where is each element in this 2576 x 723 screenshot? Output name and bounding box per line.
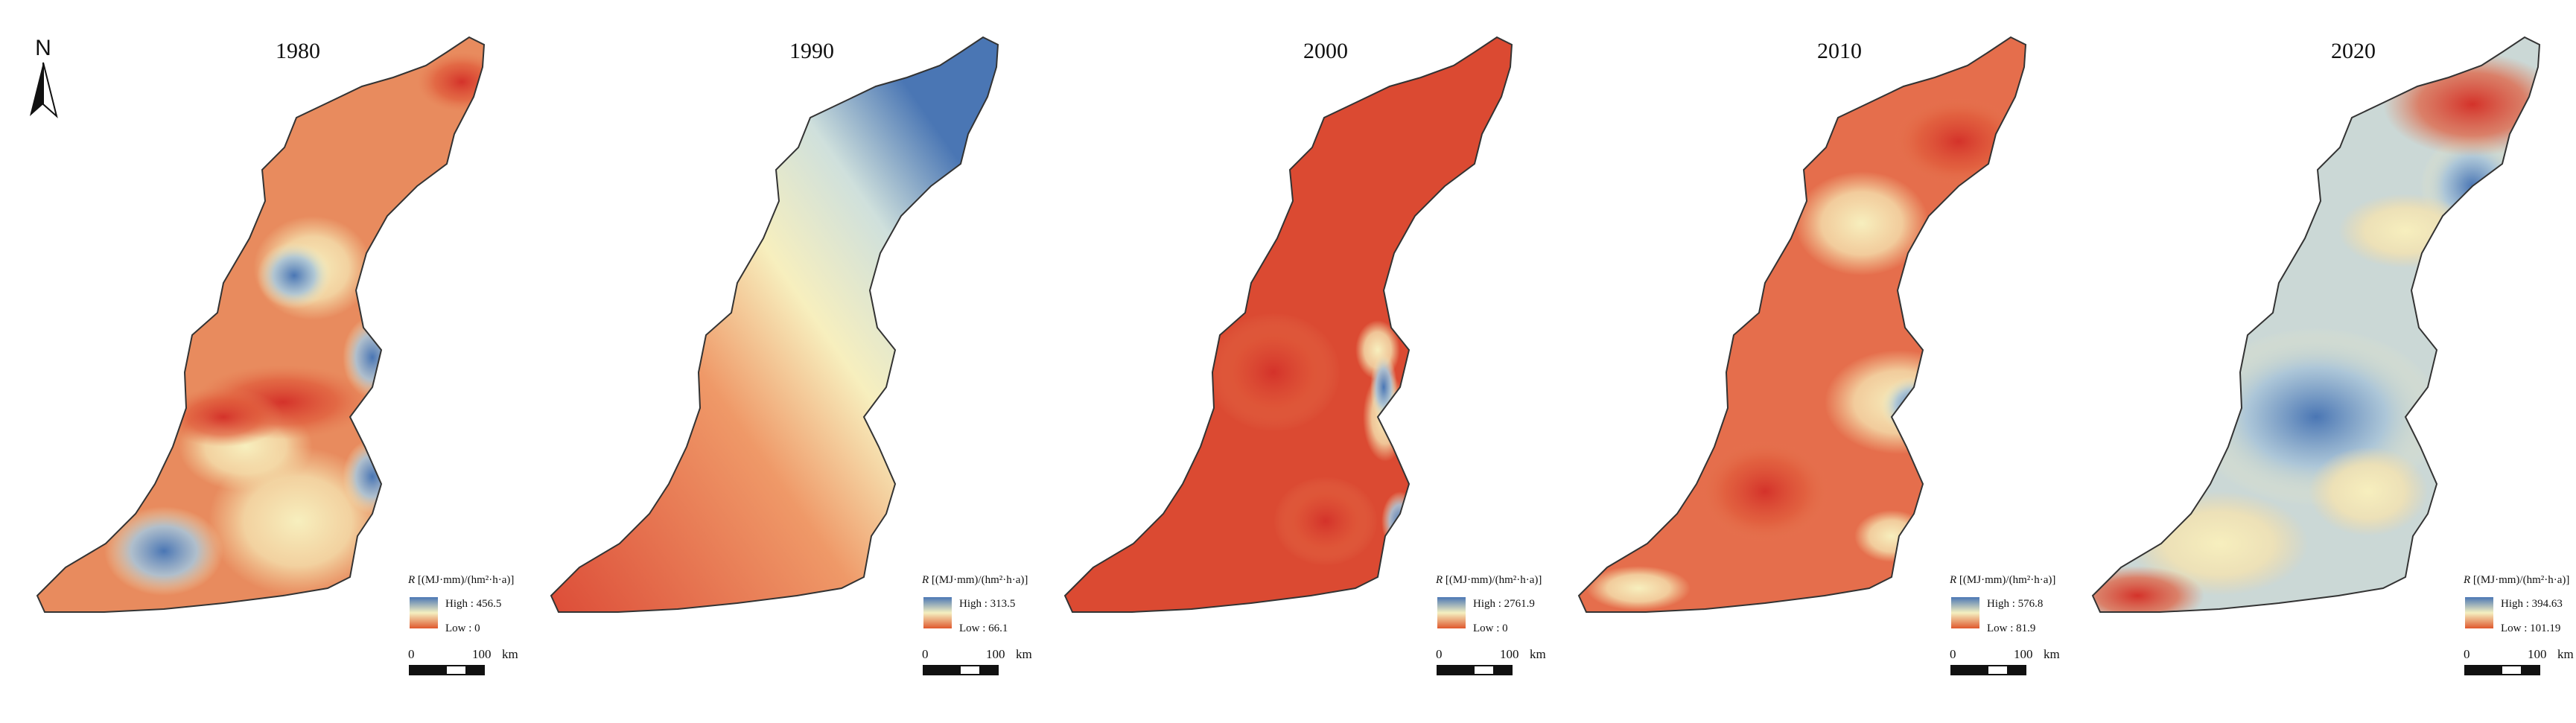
legend-high: High : 576.8 [1987, 598, 2043, 610]
scale-distance: 100 [2528, 647, 2547, 661]
year-title-2010: 2010 [1817, 39, 1862, 63]
scale-unit: km [2557, 647, 2574, 661]
raster-2010 [1579, 37, 2026, 612]
legend-high: High : 2761.9 [1473, 598, 1535, 610]
scale-zero: 0 [1950, 647, 1956, 661]
scale-distance: 100 [2014, 647, 2033, 661]
legend-low: Low : 66.1 [959, 622, 1008, 634]
scale-distance: 100 [472, 647, 492, 661]
legend-low: Low : 81.9 [1987, 622, 2035, 634]
north-arrow: N [30, 36, 58, 118]
north-arrow-label: N [35, 36, 51, 60]
legend-high: High : 456.5 [445, 598, 501, 610]
legend-title: R [(MJ·mm)/(hm²·h·a)] [921, 574, 1028, 586]
scale-zero: 0 [408, 647, 415, 661]
legend-color-ramp [410, 597, 438, 628]
scale-bar: 0 100 km [2464, 647, 2574, 675]
scale-bar: 0 100 km [1436, 647, 1546, 675]
legend-low: Low : 101.19 [2501, 622, 2560, 634]
legend-title: R [(MJ·mm)/(hm²·h·a)] [1949, 574, 2055, 586]
legend-title: R [(MJ·mm)/(hm²·h·a)] [1435, 574, 1542, 586]
scale-bar: 0 100 km [922, 647, 1032, 675]
raster-1990 [551, 37, 998, 612]
map-panel-2020: 2020 [2092, 36, 2540, 613]
year-title-2000: 2000 [1303, 39, 1348, 63]
scale-distance: 100 [1500, 647, 1519, 661]
raster-2000 [1065, 37, 1512, 612]
legend-high: High : 313.5 [959, 598, 1015, 610]
legend-1990: R [(MJ·mm)/(hm²·h·a)] High : 313.5 Low : 6… [921, 574, 1032, 675]
legend-2010: R [(MJ·mm)/(hm²·h·a)] High : 576.8 Low : 8… [1949, 574, 2060, 675]
scale-zero: 0 [1436, 647, 1443, 661]
scale-zero: 0 [922, 647, 929, 661]
year-title-1980: 1980 [276, 39, 320, 63]
map-panel-1990: 1990 [550, 36, 999, 613]
legend-color-ramp [923, 597, 952, 628]
legends: R [(MJ·mm)/(hm²·h·a)] High : 456.5 Low : 0… [407, 574, 2574, 675]
legend-color-ramp [2465, 597, 2493, 628]
legend-high: High : 394.63 [2501, 598, 2563, 610]
legend-color-ramp [1437, 597, 1466, 628]
legend-color-ramp [1951, 597, 1979, 628]
scale-bar: 0 100 km [408, 647, 518, 675]
legend-2020: R [(MJ·mm)/(hm²·h·a)] High : 394.63 Low : … [2463, 574, 2574, 675]
map-panel-2010: 2010 [1578, 36, 2026, 613]
scale-distance: 100 [986, 647, 1005, 661]
year-title-2020: 2020 [2331, 39, 2376, 63]
legend-2000: R [(MJ·mm)/(hm²·h·a)] High : 2761.9 Low : … [1435, 574, 1546, 675]
legend-low: Low : 0 [445, 622, 480, 634]
scale-bar: 0 100 km [1950, 647, 2060, 675]
legend-title: R [(MJ·mm)/(hm²·h·a)] [2463, 574, 2569, 586]
scale-zero: 0 [2464, 647, 2470, 661]
map-panel-1980: 1980 [36, 36, 485, 613]
scale-unit: km [1016, 647, 1032, 661]
map-panel-2000: 2000 [1064, 36, 1513, 613]
scale-unit: km [502, 647, 518, 661]
north-arrow-icon [30, 63, 43, 116]
scale-unit: km [2044, 647, 2060, 661]
legend-low: Low : 0 [1473, 622, 1508, 634]
scale-unit: km [1530, 647, 1546, 661]
raster-1980 [37, 37, 484, 612]
year-title-1990: 1990 [789, 39, 834, 63]
legend-1980: R [(MJ·mm)/(hm²·h·a)] High : 456.5 Low : 0… [407, 574, 518, 675]
raster-2020 [2093, 37, 2540, 612]
legend-title: R [(MJ·mm)/(hm²·h·a)] [407, 574, 514, 586]
